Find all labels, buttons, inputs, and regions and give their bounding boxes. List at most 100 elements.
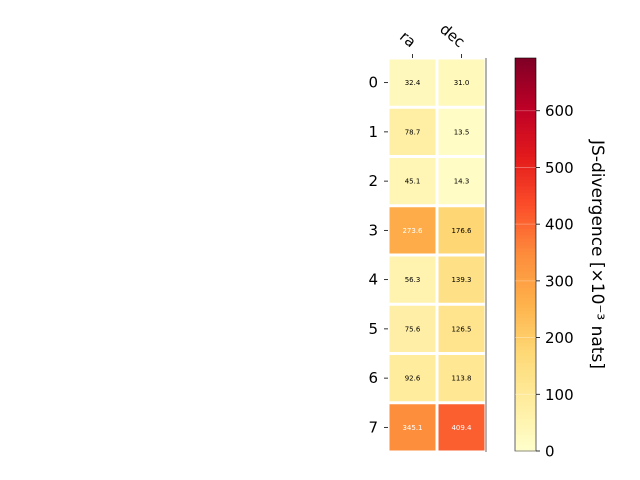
colorbar-segment [515,234,536,239]
colorbar-segment [515,434,536,439]
colorbar-segment [515,107,536,111]
colorbar-segment [515,87,536,92]
colorbar-segment [515,408,536,413]
row-label-1: 1 [368,123,378,141]
heatmap-cell-7-1 [438,404,485,451]
colorbar-segment [515,133,536,138]
colorbar-segment [515,323,536,328]
colorbar-segment [515,113,536,118]
colorbar-segment [515,447,536,452]
colorbar-segment [515,303,536,308]
colorbar-segment [515,221,536,226]
cell-label-1-0: 78.7 [405,128,421,136]
cell-label-1-1: 13.5 [454,128,470,136]
colorbar-segment [515,421,536,426]
colorbar-segment [515,146,536,151]
colorbar-segment [515,424,536,429]
colorbar-segment [515,90,536,95]
heatmap-cell-1-1 [438,108,485,155]
row-label-2: 2 [368,172,378,190]
colorbar-segment [515,310,536,315]
colorbar-segment [515,205,536,210]
heatmap-cell-1-0 [389,108,436,155]
colorbar-segment [515,342,536,347]
colorbar-segment [515,441,536,446]
colorbar-frame [514,57,537,452]
colorbar-segment [515,116,536,121]
colorbar-segment [515,365,536,370]
row-label-4: 4 [368,271,378,289]
colorbar-segment [515,346,536,351]
cell-label-2-0: 45.1 [405,178,421,186]
heatmap-cell-3-0 [389,207,436,254]
heatmap-cell-2-0 [389,158,436,205]
colorbar-segment [515,192,536,197]
colorbar-segment [515,80,536,85]
colorbar-tick-label: 100 [545,386,574,404]
colorbar-segment [515,277,536,282]
colorbar-segment [515,77,536,82]
row-label-3: 3 [368,221,378,239]
colorbar-segment [515,185,536,190]
colorbar-segment [515,74,536,79]
colorbar-segment [515,261,536,265]
colorbar-segment [515,120,536,125]
colorbar-segment [515,152,536,157]
colorbar-segment [515,182,536,187]
cell-label-4-1: 139.3 [451,276,471,284]
colorbar-segment [515,369,536,373]
colorbar-segment [515,349,536,354]
colorbar-tick-label: 200 [545,329,574,347]
colorbar-tick-label: 0 [545,443,555,461]
colorbar-segment [515,251,536,256]
colorbar-segment [515,297,536,301]
colorbar-segment [515,257,536,262]
heatmap-cell-7-0 [389,404,436,451]
colorbar-segment [515,306,536,311]
colorbar-segment [515,139,536,144]
colorbar-segment [515,231,536,236]
column-label-dec: dec [436,20,468,51]
colorbar-segment [515,156,536,161]
cell-label-5-1: 126.5 [451,325,471,333]
colorbar-segment [515,179,536,184]
colorbar-segment [515,362,536,367]
colorbar-segment [515,195,536,200]
colorbar-segment [515,392,536,396]
cell-label-7-0: 345.1 [402,424,422,432]
colorbar-segment [515,372,536,377]
row-label-6: 6 [368,369,378,387]
colorbar-segment [515,123,536,128]
colorbar-segment [515,431,536,436]
colorbar-segment [515,359,536,364]
colorbar-segment [515,61,536,66]
colorbar-segment [515,444,536,449]
colorbar-segment [515,172,536,177]
colorbar-label: JS-divergence [×10⁻³ nats] [587,139,607,369]
colorbar-segment [515,414,536,419]
colorbar-segment [515,189,536,193]
row-label-0: 0 [368,74,378,92]
colorbar-segment [515,100,536,105]
colorbar-segment [515,97,536,102]
colorbar-segment [515,143,536,148]
colorbar-segment [515,208,536,213]
colorbar-segment [515,64,536,69]
colorbar-segment [515,326,536,331]
colorbar-segment [515,225,536,229]
colorbar-segment [515,244,536,249]
colorbar-segment [515,228,536,233]
colorbar-segment [515,198,536,203]
colorbar-segment [515,267,536,272]
colorbar: 0 100 200 300 400 500 600 [514,57,574,461]
colorbar-segment [515,382,536,387]
column-label-ra: ra [396,27,419,51]
colorbar-segment [515,283,536,288]
cell-label-3-1: 176.6 [451,227,472,235]
heatmap-cells: 32.4 31.0 78.7 13.5 45.1 14.3 273.6 176.6 56.3 13… [389,58,487,452]
heatmap-cell-4-1 [438,256,485,303]
heatmap-cell-6-1 [438,355,485,402]
colorbar-tick-label: 400 [545,216,574,234]
colorbar-segment [515,378,536,383]
